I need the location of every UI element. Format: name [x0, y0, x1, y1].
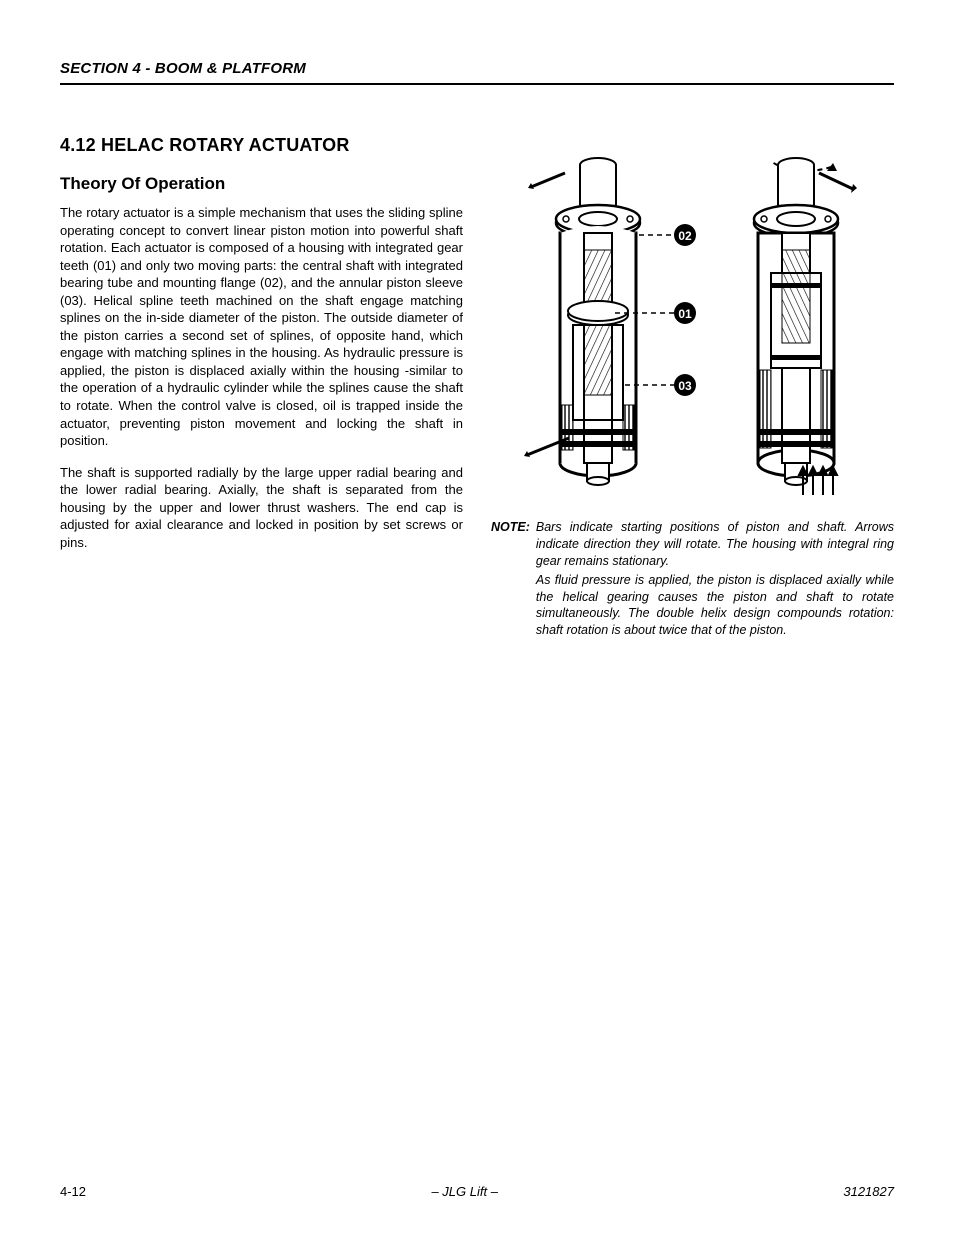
paragraph-2: The shaft is supported radially by the l…	[60, 464, 463, 552]
callout-02: 02	[678, 229, 692, 243]
footer-page-number: 4-12	[60, 1184, 86, 1199]
callout-01: 01	[678, 307, 692, 321]
note-text: Bars indicate starting positions of pist…	[536, 519, 894, 641]
note-label: NOTE:	[491, 519, 536, 641]
page-footer: 4-12 – JLG Lift – 3121827	[60, 1184, 894, 1199]
actuator-diagram-icon: 02 01 03	[503, 145, 883, 505]
left-column: 4.12 HELAC ROTARY ACTUATOR Theory Of Ope…	[60, 135, 463, 641]
heading-2: Theory Of Operation	[60, 174, 463, 194]
callout-03: 03	[678, 379, 692, 393]
content-columns: 4.12 HELAC ROTARY ACTUATOR Theory Of Ope…	[60, 135, 894, 641]
note-block: NOTE: Bars indicate starting positions o…	[491, 519, 894, 641]
paragraph-1: The rotary actuator is a simple mechanis…	[60, 204, 463, 450]
heading-1: 4.12 HELAC ROTARY ACTUATOR	[60, 135, 463, 156]
footer-doc-number: 3121827	[843, 1184, 894, 1199]
page-header: SECTION 4 - BOOM & PLATFORM	[60, 60, 894, 85]
footer-center: – JLG Lift –	[431, 1184, 497, 1199]
note-line-2: As fluid pressure is applied, the piston…	[536, 572, 894, 640]
right-column: 02 01 03	[491, 135, 894, 641]
section-title: SECTION 4 - BOOM & PLATFORM	[60, 60, 306, 77]
figure-rotary-actuator: 02 01 03	[491, 145, 894, 505]
note-line-1: Bars indicate starting positions of pist…	[536, 519, 894, 570]
